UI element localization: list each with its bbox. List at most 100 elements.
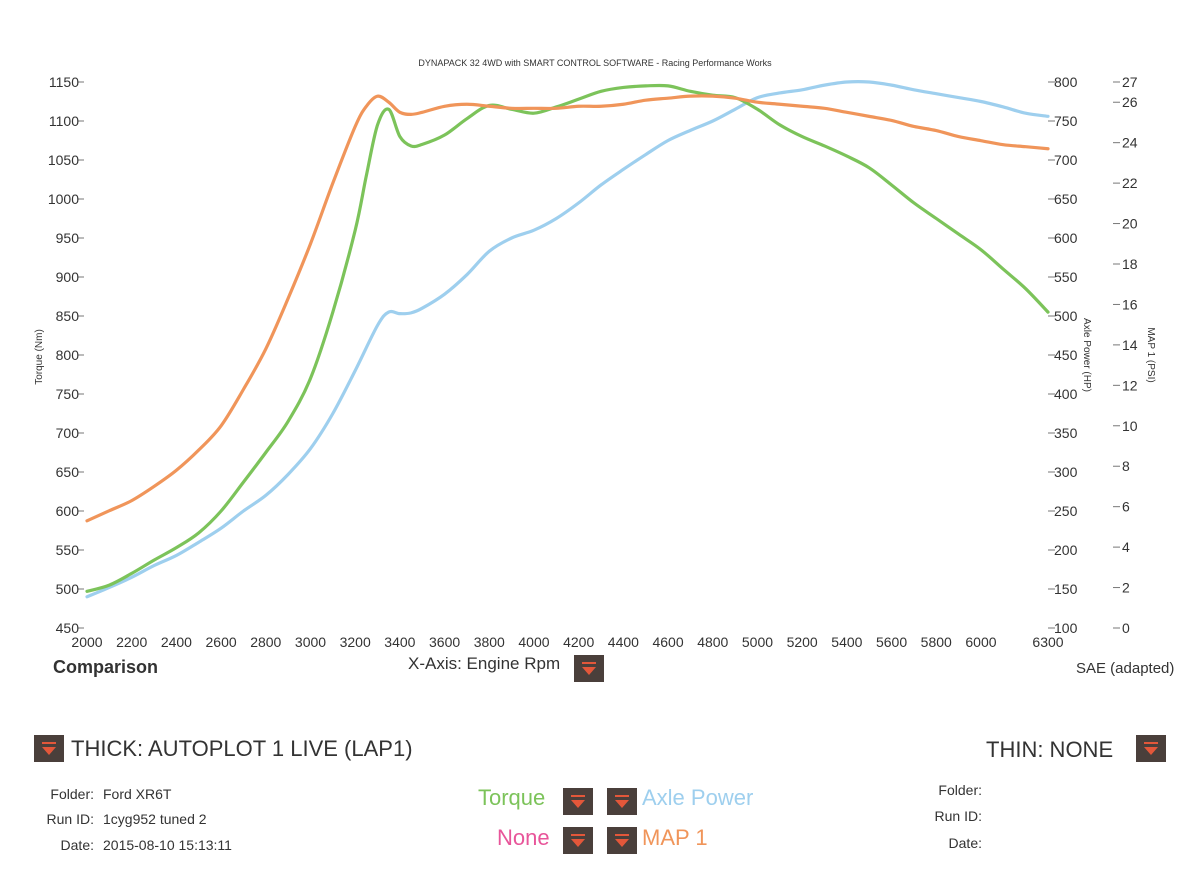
x-tick-label: 5600 <box>876 634 907 650</box>
left-tick-label: 1150 <box>49 74 79 90</box>
right2-tick-label: 4 <box>1122 539 1130 555</box>
xaxis-label: X-Axis: Engine Rpm <box>408 654 561 673</box>
left-tick-label: 650 <box>56 464 80 480</box>
chevron-down-icon <box>571 799 585 808</box>
left-tick-label: 850 <box>56 308 80 324</box>
dropdown-bar <box>615 795 629 797</box>
chevron-down-icon <box>582 666 596 675</box>
x-tick-label: 4000 <box>518 634 549 650</box>
thick-run-label: THICK: AUTOPLOT 1 LIVE (LAP1) <box>71 736 413 761</box>
right2-tick-label: 18 <box>1122 256 1138 272</box>
thin-runid-key: Run ID: <box>934 808 982 824</box>
left-tick-label: 1050 <box>48 152 79 168</box>
chart-title: DYNAPACK 32 4WD with SMART CONTROL SOFTW… <box>418 58 772 68</box>
legend-map1: MAP 1 <box>642 825 708 850</box>
left-axis: 450 500 550 600 650 700 750 800 850 900 950 1000 105… <box>48 74 84 636</box>
comparison-label: Comparison <box>53 657 159 677</box>
right2-tick-label: 10 <box>1122 418 1138 434</box>
legend-none: None <box>497 825 550 850</box>
right1-tick-label: 550 <box>1054 269 1078 285</box>
right2-tick-label: 24 <box>1122 135 1138 151</box>
right2-tick-label: 8 <box>1122 458 1130 474</box>
right1-tick-label: 600 <box>1054 230 1078 246</box>
chevron-down-icon <box>571 838 585 847</box>
x-tick-label: 5200 <box>787 634 818 650</box>
dropdown-bar <box>571 834 585 836</box>
chevron-down-icon <box>615 799 629 808</box>
x-tick-label: 2400 <box>161 634 192 650</box>
x-tick-label: 2000 <box>71 634 102 650</box>
thick-runid-value: 1cyg952 tuned 2 <box>103 811 207 827</box>
dropdown-bar <box>1144 742 1158 744</box>
series-layer <box>85 80 1050 599</box>
x-tick-label: 3400 <box>384 634 415 650</box>
chevron-down-icon <box>42 746 56 755</box>
x-tick-label: 3600 <box>429 634 460 650</box>
series-line-map-1 <box>85 94 1050 523</box>
xaxis-dropdown-button[interactable] <box>574 655 604 682</box>
left-tick-label: 600 <box>56 503 80 519</box>
chevron-down-icon <box>1144 746 1158 755</box>
right1-tick-label: 700 <box>1054 152 1078 168</box>
x-tick-label: 4200 <box>563 634 594 650</box>
thick-folder-key: Folder: <box>50 786 94 802</box>
x-tick-label: 3200 <box>340 634 371 650</box>
dropdown-bar <box>42 742 56 744</box>
right1-tick-label: 150 <box>1054 581 1078 597</box>
x-tick-label: 4400 <box>608 634 639 650</box>
x-tick-label: 3800 <box>474 634 505 650</box>
x-tick-label: 4600 <box>652 634 683 650</box>
left-tick-label: 550 <box>56 542 80 558</box>
right2-tick-label: 6 <box>1122 499 1130 515</box>
left-tick-label: 700 <box>56 425 80 441</box>
left-tick-label: 950 <box>56 230 80 246</box>
dropdown-bar <box>582 662 596 664</box>
right-axis-1-label: Axle Power (HP) <box>1081 318 1092 392</box>
x-tick-label: 2200 <box>116 634 147 650</box>
series-line-axle-power <box>85 80 1050 599</box>
dropdown-bar <box>615 834 629 836</box>
right1-tick-label: 450 <box>1054 347 1078 363</box>
left-tick-label: 1000 <box>48 191 79 207</box>
x-tick-label: 6000 <box>965 634 996 650</box>
right1-tick-label: 200 <box>1054 542 1078 558</box>
series-line-torque <box>85 83 1050 593</box>
right1-tick-label: 250 <box>1054 503 1078 519</box>
right2-tick-label: 14 <box>1122 337 1138 353</box>
legend-torque: Torque <box>478 785 546 810</box>
right1-tick-label: 500 <box>1054 308 1078 324</box>
none-dropdown-button[interactable] <box>563 827 593 854</box>
right1-tick-label: 400 <box>1054 386 1078 402</box>
x-tick-label: 5800 <box>921 634 952 650</box>
chevron-down-icon <box>615 838 629 847</box>
sae-label: SAE (adapted) <box>1076 660 1175 677</box>
x-tick-label: 4800 <box>697 634 728 650</box>
right2-tick-label: 26 <box>1122 94 1138 110</box>
right2-tick-label: 0 <box>1122 620 1130 636</box>
right2-tick-label: 27 <box>1122 74 1138 90</box>
torque-dropdown-button[interactable] <box>563 788 593 815</box>
left-tick-label: 1100 <box>49 113 79 129</box>
thick-date-value: 2015-08-10 15:13:11 <box>103 837 232 853</box>
right1-tick-label: 650 <box>1054 191 1078 207</box>
right2-tick-label: 22 <box>1122 175 1138 191</box>
axle-power-dropdown-button[interactable] <box>607 788 637 815</box>
right1-tick-label: 100 <box>1054 620 1078 636</box>
left-tick-label: 750 <box>56 386 80 402</box>
dropdown-bar <box>571 795 585 797</box>
right2-tick-label: 16 <box>1122 296 1138 312</box>
right1-tick-label: 750 <box>1054 113 1078 129</box>
thin-dropdown-button[interactable] <box>1136 735 1166 762</box>
thick-dropdown-button[interactable] <box>34 735 64 762</box>
thin-date-key: Date: <box>948 835 982 851</box>
thick-date-key: Date: <box>60 837 94 853</box>
right1-tick-label: 300 <box>1054 464 1078 480</box>
x-tick-label: 5000 <box>742 634 773 650</box>
thin-run-label: THIN: NONE <box>986 737 1114 762</box>
map1-dropdown-button[interactable] <box>607 827 637 854</box>
thick-runid-key: Run ID: <box>46 811 94 827</box>
dyno-chart: DYNAPACK 32 4WD with SMART CONTROL SOFTW… <box>34 58 1156 650</box>
x-tick-label: 5400 <box>831 634 862 650</box>
thick-folder-value: Ford XR6T <box>103 786 172 802</box>
right1-tick-label: 350 <box>1054 425 1078 441</box>
